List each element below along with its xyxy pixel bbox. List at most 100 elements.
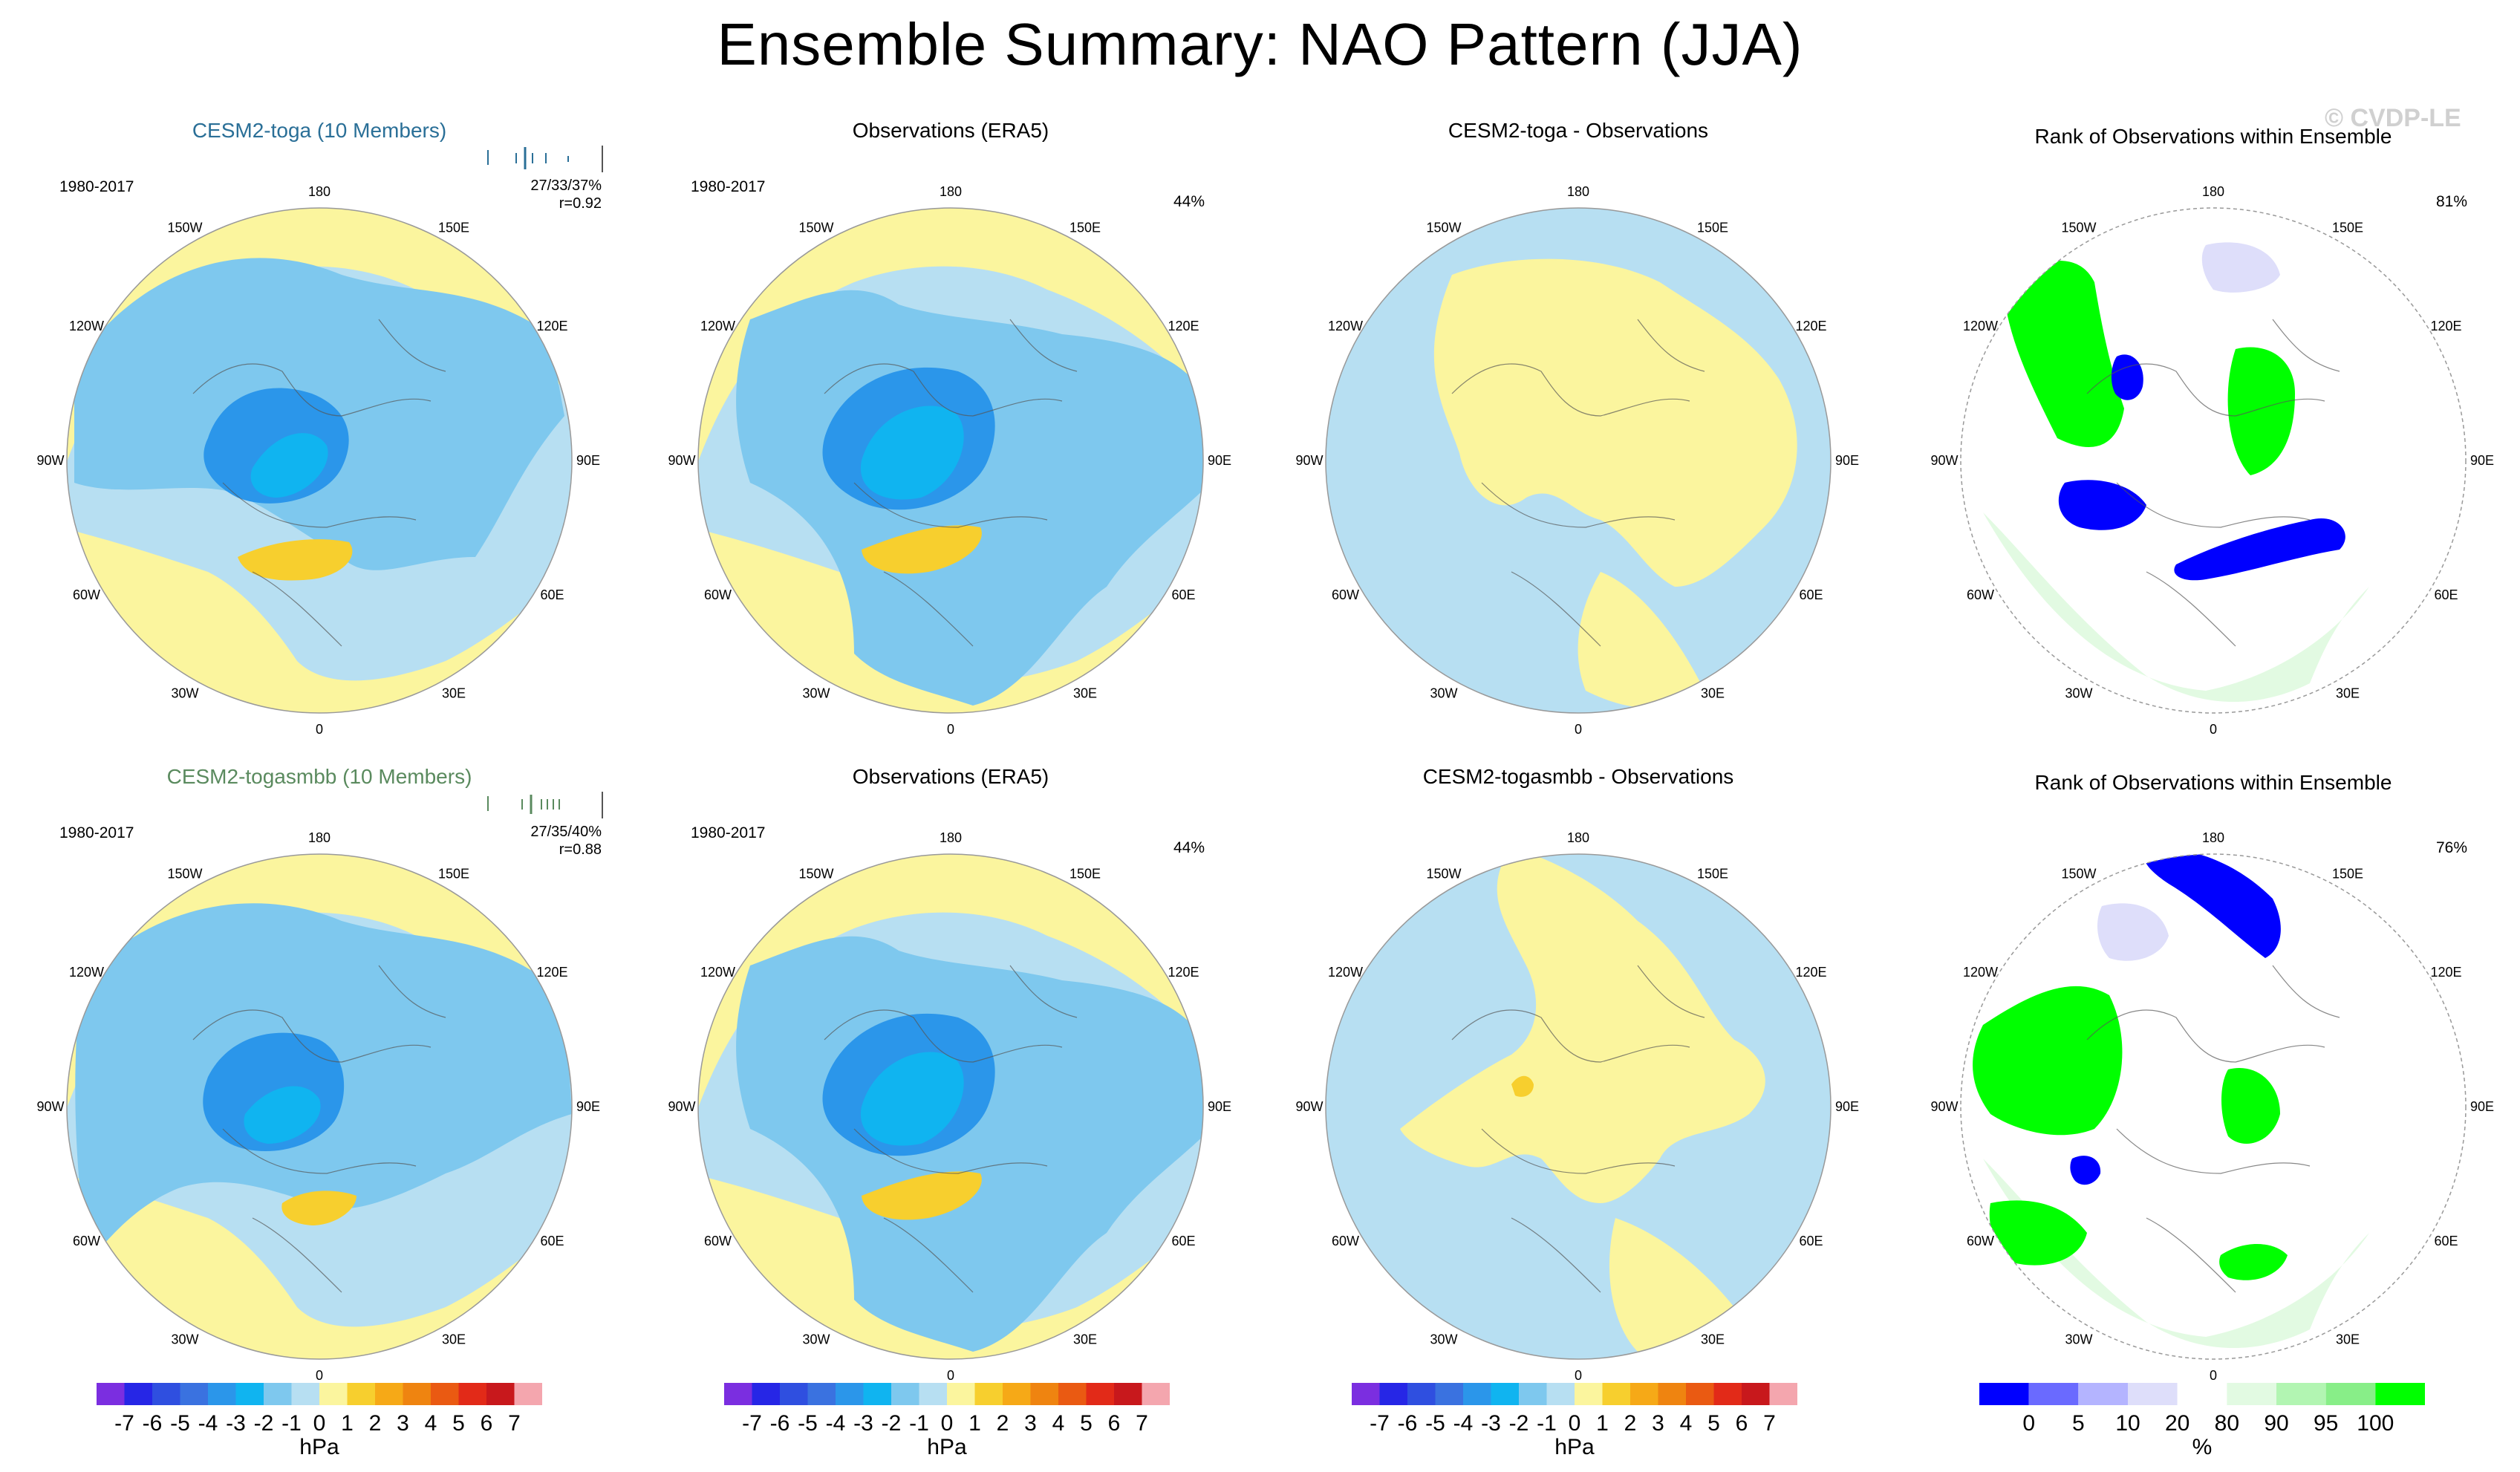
colorbar-unit: % bbox=[2192, 1435, 2213, 1459]
polar-map: 180 150E 120E 90E 60E 30E 0 30W 60W 90W 120W 150W bbox=[1930, 830, 2494, 1383]
nao-high-core bbox=[238, 539, 353, 581]
lon-label: 30W bbox=[1430, 686, 1457, 701]
lon-label: 150E bbox=[438, 220, 469, 235]
colorbar-hpa-3: -7 -6 -5 -4 -3 -2 -1 0 1 2 3 4 5 6 7 hPa bbox=[1344, 1383, 1820, 1468]
lon-label: 60W bbox=[1332, 1234, 1359, 1248]
colorbar-tick-label: 1 bbox=[341, 1411, 354, 1436]
lon-label: 150E bbox=[1697, 866, 1728, 881]
lon-label: 30E bbox=[442, 686, 466, 701]
lon-label: 60W bbox=[704, 1234, 732, 1248]
colorbar-tick-label: 90 bbox=[2264, 1411, 2288, 1436]
colorbar-swatch bbox=[2276, 1383, 2326, 1405]
lon-label: 30E bbox=[1701, 1332, 1725, 1347]
panel-diff-row2: CESM2-togasmbb - Observations 180 150E 120… bbox=[1289, 765, 1868, 1404]
rank-pct: 76% bbox=[2436, 839, 2468, 856]
coastline bbox=[192, 319, 446, 647]
colorbar-tick-label: 0 bbox=[2022, 1411, 2035, 1436]
colorbar-tick-label: 4 bbox=[1052, 1411, 1065, 1436]
colorbar-tick-label: 7 bbox=[1136, 1411, 1148, 1436]
colorbar-tick-label: 7 bbox=[1763, 1411, 1776, 1436]
colorbar-swatch bbox=[836, 1383, 864, 1405]
lon-label: 30E bbox=[1073, 1332, 1097, 1347]
member-tick-marks bbox=[487, 146, 603, 172]
colorbar-swatch bbox=[2177, 1383, 2227, 1405]
colorbar-tick-label: 95 bbox=[2314, 1411, 2338, 1436]
period-label: 1980-2017 bbox=[59, 178, 134, 195]
colorbar-tick-label: 5 bbox=[1080, 1411, 1093, 1436]
lon-label: 120W bbox=[1963, 965, 1998, 980]
colorbar-swatch bbox=[1742, 1383, 1770, 1405]
lon-label: 120E bbox=[1168, 319, 1199, 333]
colorbar-tick-label: 100 bbox=[2357, 1411, 2394, 1436]
colorbar-tick-label: 4 bbox=[425, 1411, 437, 1436]
lon-label: 0 bbox=[1575, 1368, 1582, 1383]
colorbar-tick-label: 1 bbox=[1596, 1411, 1609, 1436]
colorbar-hpa-1: -7 -6 -5 -4 -3 -2 -1 0 1 2 3 4 5 6 7 hPa bbox=[89, 1383, 564, 1468]
panel-title: Observations (ERA5) bbox=[852, 119, 1049, 142]
colorbar-swatch bbox=[2375, 1383, 2425, 1405]
lon-label: 120W bbox=[700, 965, 735, 980]
nao-low-center bbox=[860, 1052, 964, 1146]
lon-label: 30E bbox=[1701, 686, 1725, 701]
nao-high-core bbox=[281, 1191, 356, 1225]
colorbar-swatch bbox=[319, 1383, 348, 1405]
colorbar-swatch bbox=[458, 1383, 486, 1405]
rank-low-region bbox=[2174, 518, 2345, 581]
stat-line1: 27/33/37% bbox=[530, 178, 602, 194]
lon-label: 30W bbox=[2065, 1332, 2092, 1347]
colorbar-swatch bbox=[780, 1383, 808, 1405]
colorbar-swatch bbox=[97, 1383, 125, 1405]
lon-label: 150W bbox=[167, 866, 202, 881]
colorbar-swatch bbox=[1769, 1383, 1797, 1405]
coastline bbox=[824, 965, 1078, 1293]
lon-label: 180 bbox=[308, 184, 331, 199]
lon-label: 120W bbox=[1328, 965, 1363, 980]
colorbar-swatch bbox=[1407, 1383, 1436, 1405]
coastline bbox=[2086, 965, 2340, 1293]
colorbar-swatch bbox=[1602, 1383, 1630, 1405]
lon-label: 90W bbox=[668, 1099, 695, 1114]
colorbar-tick-label: -6 bbox=[770, 1411, 790, 1436]
map-boundary bbox=[66, 853, 573, 1360]
colorbar-swatch bbox=[403, 1383, 431, 1405]
stat-line1: 27/35/40% bbox=[530, 824, 602, 840]
colorbar-tick-label: -7 bbox=[1370, 1411, 1390, 1436]
colorbar-tick-label: 6 bbox=[481, 1411, 493, 1436]
lon-label: 150E bbox=[1069, 866, 1101, 881]
colorbar-swatch bbox=[235, 1383, 264, 1405]
variance-pct: 44% bbox=[1173, 193, 1205, 210]
polar-map: 180 150E 120E 90E 60E 30E 0 30W 60W 90W 120W 150W bbox=[668, 184, 1231, 737]
lon-label: 30E bbox=[442, 1332, 466, 1347]
lon-label: 180 bbox=[1567, 184, 1589, 199]
lon-label: 90W bbox=[1295, 453, 1323, 468]
panel-title: Rank of Observations within Ensemble bbox=[2034, 125, 2392, 148]
lon-label: 0 bbox=[316, 1368, 323, 1383]
colorbar-tick-label: 0 bbox=[1569, 1411, 1581, 1436]
colorbar-swatch bbox=[1546, 1383, 1575, 1405]
colorbar-swatch bbox=[1030, 1383, 1058, 1405]
colorbar-tick-label: -3 bbox=[226, 1411, 246, 1436]
stat-block: 27/35/40% r=0.88 bbox=[460, 823, 602, 859]
colorbar-tick-label: 5 bbox=[2072, 1411, 2085, 1436]
lon-label: 180 bbox=[308, 830, 331, 845]
rank-high-region bbox=[1973, 986, 2123, 1136]
rank-low-region bbox=[2070, 1156, 2101, 1185]
rank-high-region bbox=[2227, 347, 2295, 475]
lon-label: 60W bbox=[1967, 1234, 1994, 1248]
variance-pct: 44% bbox=[1173, 839, 1205, 856]
rank-lightgreen-region bbox=[1983, 512, 2369, 702]
colorbar-tick-label: -3 bbox=[853, 1411, 873, 1436]
panel-title: CESM2-togasmbb (10 Members) bbox=[166, 765, 472, 788]
lon-label: 0 bbox=[947, 1368, 954, 1383]
colorbar-tick-label: 10 bbox=[2115, 1411, 2140, 1436]
rank-lavender-region bbox=[2097, 903, 2169, 961]
lon-label: 120W bbox=[1963, 319, 1998, 333]
lon-label: 120W bbox=[69, 965, 104, 980]
colorbar-swatch bbox=[347, 1383, 375, 1405]
colorbar-tick-label: -6 bbox=[1398, 1411, 1418, 1436]
lon-label: 30E bbox=[2336, 1332, 2360, 1347]
colorbar-swatch bbox=[375, 1383, 403, 1405]
colorbar-tick-label: -4 bbox=[198, 1411, 218, 1436]
panel-rank-row2: Rank of Observations within Ensemble 76%… bbox=[1924, 765, 2503, 1404]
colorbar-swatch bbox=[431, 1383, 459, 1405]
